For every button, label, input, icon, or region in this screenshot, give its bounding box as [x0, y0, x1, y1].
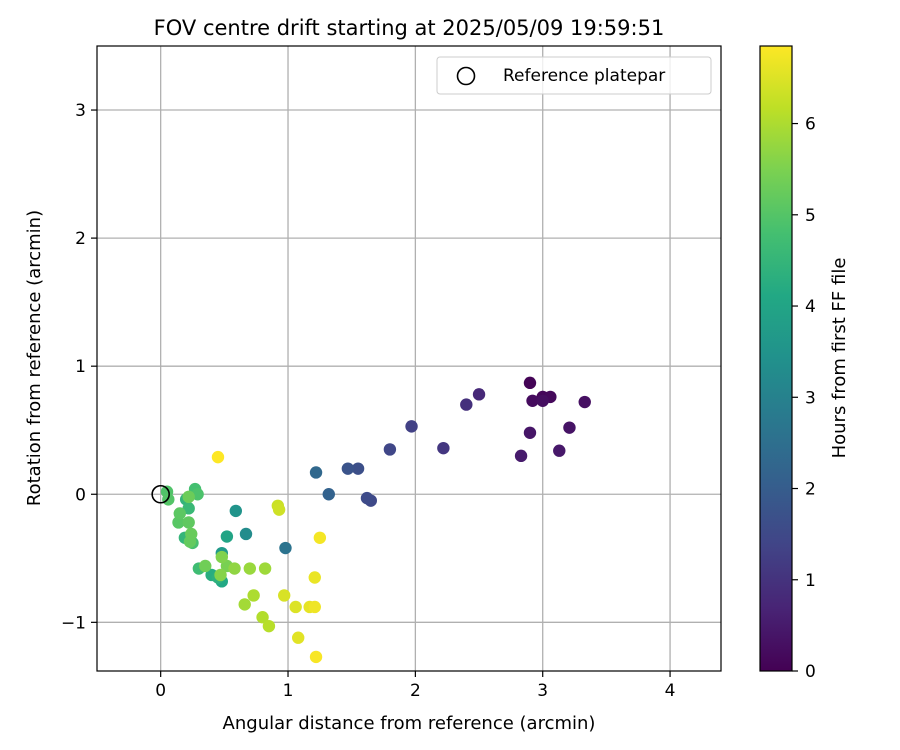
data-point	[360, 491, 374, 505]
data-point	[229, 504, 243, 518]
legend: Reference platepar	[436, 56, 712, 95]
data-point	[239, 527, 253, 541]
y-tick-label: 1	[75, 357, 86, 377]
plot-frame	[96, 45, 722, 672]
data-point	[182, 516, 195, 529]
data-point	[578, 395, 591, 409]
data-point	[228, 562, 241, 575]
data-point	[351, 462, 365, 475]
data-point	[309, 650, 323, 664]
data-point	[215, 550, 228, 564]
colorbar-ticks: 0 1 2 3 4 5 6	[792, 115, 816, 682]
x-tick-label: 3	[537, 681, 548, 701]
data-point	[199, 559, 212, 573]
reference-platepar-marker	[151, 484, 170, 504]
colorbar-tick-label: 0	[805, 662, 816, 682]
data-point	[278, 589, 291, 602]
data-point	[563, 421, 576, 434]
chart-title: FOV centre drift starting at 2025/05/09 …	[154, 16, 665, 40]
colorbar-tick-label: 4	[805, 297, 816, 317]
colorbar-frame	[759, 45, 793, 672]
data-points	[160, 376, 591, 664]
data-point	[309, 466, 323, 479]
data-point	[526, 394, 539, 407]
data-point	[220, 530, 234, 543]
data-point	[313, 531, 327, 545]
y-axis-label: Rotation from reference (arcmin)	[24, 210, 45, 506]
data-point	[341, 462, 355, 475]
colorbar-label: Hours from first FF file	[829, 258, 850, 459]
data-point	[437, 441, 450, 455]
data-point	[514, 449, 528, 463]
data-point	[383, 443, 397, 456]
colorbar-tick-label: 3	[805, 388, 816, 408]
data-point	[182, 490, 195, 504]
colorbar-tick-label: 5	[805, 206, 816, 226]
data-point	[272, 503, 286, 516]
data-point	[308, 571, 321, 584]
data-point	[553, 444, 566, 457]
x-tick-label: 4	[665, 681, 676, 701]
colorbar-gradient	[760, 46, 792, 671]
data-point	[523, 376, 537, 390]
y-tick-label: 3	[75, 101, 86, 121]
y-tick-label: 2	[75, 229, 86, 249]
colorbar-tick-label: 2	[805, 480, 816, 500]
plot-background	[97, 46, 721, 671]
data-point	[308, 600, 321, 614]
data-point	[185, 527, 198, 541]
data-point	[243, 562, 257, 575]
data-point	[536, 394, 549, 407]
colorbar-tick-label: 6	[805, 115, 816, 135]
data-point	[460, 398, 473, 411]
data-point	[262, 619, 276, 633]
x-axis-ticks: 0 1 2 3 4	[155, 671, 675, 701]
data-point	[211, 450, 225, 464]
x-axis-label: Angular distance from reference (arcmin)	[223, 713, 596, 734]
plot-area: 0 1 2 3 4 −1 0 1 2 3	[61, 45, 722, 701]
data-point	[292, 631, 305, 644]
data-point	[472, 388, 486, 401]
y-tick-label: 0	[75, 485, 86, 505]
x-tick-label: 2	[410, 681, 421, 701]
y-tick-label: −1	[61, 613, 86, 633]
y-axis-ticks: −1 0 1 2 3	[61, 101, 97, 633]
data-point	[247, 589, 260, 602]
x-tick-label: 1	[283, 681, 294, 701]
legend-label: Reference platepar	[503, 66, 665, 86]
data-point	[238, 598, 251, 611]
colorbar-tick-label: 1	[805, 571, 816, 591]
data-point	[322, 488, 335, 501]
legend-box	[436, 56, 712, 95]
data-point	[173, 507, 186, 520]
data-point	[405, 420, 418, 433]
data-point	[279, 541, 292, 555]
data-point	[289, 600, 302, 614]
colorbar: 0 1 2 3 4 5 6 Hours from first FF file	[759, 45, 850, 682]
data-point	[256, 611, 269, 624]
legend-open-circle-icon	[456, 66, 476, 86]
x-tick-label: 0	[155, 681, 166, 701]
data-point	[523, 426, 537, 439]
data-point	[214, 568, 227, 582]
data-point	[258, 562, 272, 575]
